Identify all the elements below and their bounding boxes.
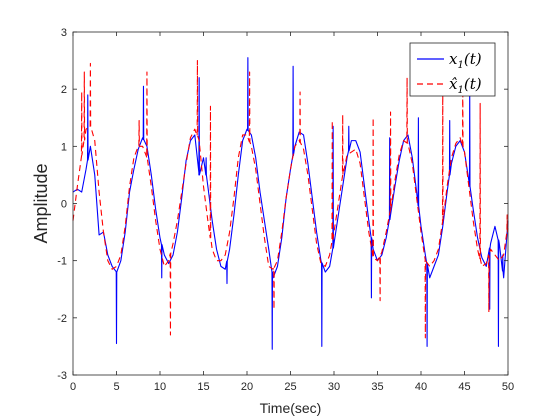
series-line-x1: [72, 57, 509, 350]
y-tick-label: -1: [57, 256, 67, 268]
legend-label-x1-hat-rest: (t): [464, 75, 482, 93]
series-x1: [72, 57, 509, 350]
series-layer: [72, 57, 509, 350]
x-tick-label: 45: [458, 381, 470, 393]
y-tick-label: 1: [61, 141, 67, 153]
y-tick-label: 3: [61, 27, 67, 39]
y-axis-ticks: -3 -2 -1 0 1 2 3: [57, 27, 508, 382]
x-tick-label: 20: [241, 381, 253, 393]
y-tick-label: 0: [61, 199, 67, 211]
legend-label-x1-hat-sub: 1: [457, 85, 463, 96]
x-tick-label: 40: [415, 381, 427, 393]
x-tick-label: 25: [284, 381, 296, 393]
x-tick-label: 15: [197, 381, 209, 393]
legend-box: [409, 42, 496, 97]
x-tick-label: 0: [70, 381, 76, 393]
x-tick-label: 10: [154, 381, 166, 393]
legend-label-x1-hat-main: x̂: [449, 75, 458, 93]
y-tick-label: 2: [61, 84, 67, 96]
legend-label-x1-rest: (t): [464, 50, 482, 68]
x-axis-ticks: 0 5 10 15 20 25 30 35 40 45 50: [70, 32, 514, 393]
legend-label-x1-main: x: [449, 50, 458, 68]
x-tick-label: 35: [371, 381, 383, 393]
legend-label-x1-hat: x̂1(t): [449, 75, 482, 96]
series-line-x1-hat: [72, 60, 509, 339]
x-axis-label: Time(sec): [260, 400, 322, 416]
legend-label-x1-sub: 1: [457, 60, 463, 71]
series-x1-hat: [72, 60, 509, 339]
x-tick-label: 50: [502, 381, 514, 393]
y-tick-label: -2: [57, 313, 67, 325]
legend-label-x1: x1(t): [449, 50, 482, 71]
y-axis-label: Amplitude: [31, 163, 51, 243]
x-tick-label: 30: [328, 381, 340, 393]
y-tick-label: -3: [57, 370, 67, 382]
x-tick-label: 5: [113, 381, 119, 393]
legend: x1(t) x̂1(t): [409, 42, 496, 97]
